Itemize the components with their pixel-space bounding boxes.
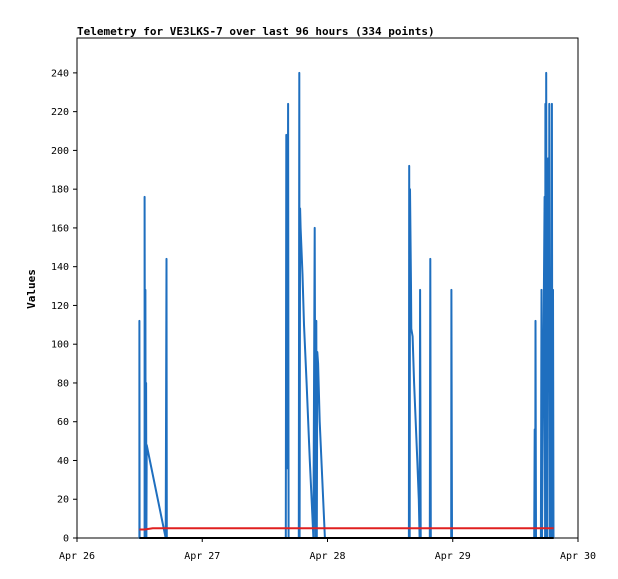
y-tick-label: 0	[63, 534, 69, 545]
x-axis: Apr 26 Apr 27 Apr 28 Apr 29 Apr 30	[59, 538, 596, 562]
x-tick-label: Apr 28	[309, 551, 345, 562]
x-tick-label: Apr 27	[184, 551, 220, 562]
x-tick-label: Apr 29	[435, 551, 471, 562]
y-tick-label: 40	[57, 456, 69, 467]
y-tick-label: 140	[51, 262, 69, 273]
y-tick-label: 200	[51, 146, 69, 157]
y-tick-label: 160	[51, 223, 69, 234]
y-tick-label: 100	[51, 340, 69, 351]
y-axis-label: Values	[25, 269, 38, 309]
y-tick-label: 240	[51, 68, 69, 79]
y-tick-label: 80	[57, 378, 69, 389]
series-line-1	[139, 527, 554, 531]
series-line-0	[138, 71, 555, 539]
y-tick-label: 180	[51, 185, 69, 196]
x-tick-label: Apr 26	[59, 551, 95, 562]
y-tick-label: 20	[57, 495, 69, 506]
y-axis: 0 20 40 60 80 100 120 140 160 180 200 220 240	[51, 68, 77, 545]
y-tick-label: 120	[51, 301, 69, 312]
y-tick-label: 220	[51, 107, 69, 118]
chart-title: Telemetry for VE3LKS-7 over last 96 hour…	[77, 25, 435, 38]
plot-area	[76, 37, 579, 539]
y-tick-label: 60	[57, 417, 69, 428]
series-layer	[138, 71, 555, 539]
x-tick-label: Apr 30	[560, 551, 596, 562]
